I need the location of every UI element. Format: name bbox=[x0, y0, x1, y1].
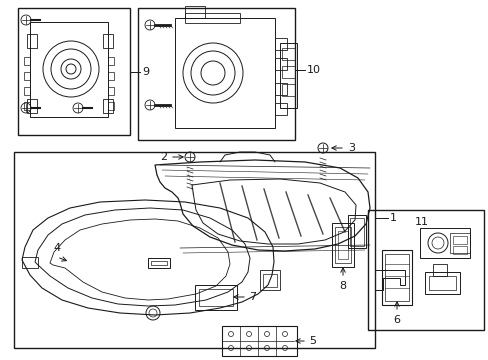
Text: 3: 3 bbox=[347, 143, 354, 153]
Bar bbox=[367, 210, 483, 330]
Bar bbox=[24, 87, 30, 95]
Bar bbox=[432, 264, 446, 276]
Bar bbox=[103, 34, 113, 48]
Text: 11: 11 bbox=[414, 217, 428, 227]
Bar bbox=[222, 326, 296, 356]
Bar bbox=[138, 8, 294, 140]
Bar bbox=[22, 257, 38, 268]
Bar bbox=[263, 274, 276, 287]
Text: 6: 6 bbox=[393, 315, 400, 325]
Bar bbox=[274, 103, 286, 115]
Bar bbox=[151, 261, 167, 265]
Bar bbox=[14, 152, 374, 348]
Bar bbox=[184, 13, 240, 23]
Bar bbox=[419, 228, 469, 258]
Bar bbox=[282, 66, 294, 78]
Bar bbox=[30, 22, 108, 117]
Bar bbox=[337, 231, 347, 259]
Bar bbox=[108, 57, 114, 65]
Bar bbox=[195, 285, 237, 310]
Text: 1: 1 bbox=[389, 213, 396, 223]
Bar bbox=[282, 84, 294, 96]
Text: 8: 8 bbox=[339, 281, 346, 291]
Bar bbox=[27, 34, 37, 48]
Bar bbox=[274, 58, 286, 70]
Text: 9: 9 bbox=[142, 67, 149, 77]
Bar bbox=[24, 72, 30, 80]
Bar bbox=[381, 250, 411, 305]
Bar bbox=[347, 215, 365, 248]
Bar bbox=[428, 276, 455, 290]
Bar bbox=[108, 87, 114, 95]
Text: 2: 2 bbox=[160, 152, 167, 162]
Bar bbox=[24, 57, 30, 65]
Bar bbox=[18, 8, 130, 135]
Bar bbox=[452, 236, 466, 244]
Bar bbox=[282, 48, 294, 60]
Bar bbox=[274, 83, 286, 95]
Bar bbox=[148, 258, 170, 268]
Bar bbox=[334, 227, 350, 263]
Bar bbox=[349, 218, 363, 246]
Bar bbox=[424, 272, 459, 294]
Bar bbox=[27, 99, 37, 113]
Bar bbox=[175, 18, 274, 128]
Text: 4: 4 bbox=[53, 243, 61, 253]
Bar bbox=[449, 233, 469, 253]
Bar bbox=[452, 246, 466, 254]
Bar bbox=[384, 254, 408, 301]
Bar bbox=[184, 6, 204, 18]
Bar bbox=[260, 270, 280, 290]
Bar bbox=[199, 289, 232, 306]
Text: 10: 10 bbox=[306, 65, 320, 75]
Bar bbox=[331, 223, 353, 267]
Text: 7: 7 bbox=[248, 292, 256, 302]
Bar bbox=[103, 99, 113, 113]
Bar bbox=[280, 43, 296, 108]
Bar bbox=[24, 102, 30, 110]
Text: 5: 5 bbox=[308, 336, 315, 346]
Bar bbox=[108, 102, 114, 110]
Bar bbox=[274, 38, 286, 50]
Bar bbox=[108, 72, 114, 80]
